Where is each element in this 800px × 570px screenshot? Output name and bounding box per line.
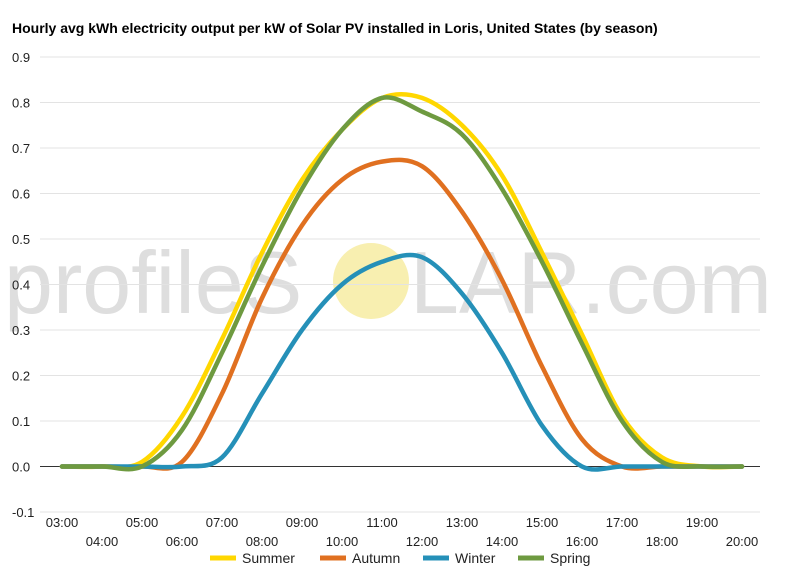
y-tick-label: 0.9 [12, 50, 30, 65]
series-line-spring [59, 95, 745, 472]
chart-title: Hourly avg kWh electricity output per kW… [12, 20, 658, 36]
x-tick-label: 03:00 [46, 515, 79, 530]
x-tick-label: 11:00 [366, 515, 398, 530]
y-tick-label: 0.1 [12, 414, 30, 429]
x-axis-tick-labels: 03:00 04:00 05:00 06:00 07:00 08:00 09:00 10:00… [46, 515, 759, 549]
y-tick-label: 0.0 [12, 460, 30, 475]
x-tick-label: 15:00 [526, 515, 559, 530]
gridlines [40, 56, 760, 513]
legend-label-spring: Spring [550, 550, 590, 566]
watermark-text-right: LAR.com [410, 233, 772, 332]
legend-label-summer: Summer [242, 550, 295, 566]
x-tick-label: 16:00 [566, 534, 599, 549]
y-tick-label: 0.3 [12, 323, 30, 338]
watermark-text-left: profileS [4, 233, 302, 332]
legend: Summer Autumn Winter Spring [210, 550, 590, 566]
y-tick-label: 0.5 [12, 232, 30, 247]
y-tick-label: -0.1 [12, 505, 34, 520]
y-tick-label: 0.7 [12, 141, 30, 156]
y-tick-label: 0.4 [12, 278, 30, 293]
legend-label-autumn: Autumn [352, 550, 400, 566]
series-line-summer [59, 91, 745, 470]
x-tick-label: 07:00 [206, 515, 239, 530]
x-tick-label: 20:00 [726, 534, 759, 549]
x-tick-label: 05:00 [126, 515, 159, 530]
legend-label-winter: Winter [455, 550, 496, 566]
series-line-winter [59, 252, 745, 472]
x-tick-label: 09:00 [286, 515, 319, 530]
y-tick-label: 0.2 [12, 369, 30, 384]
watermark: profileS LAR.com [4, 233, 772, 332]
x-tick-label: 17:00 [606, 515, 639, 530]
x-tick-label: 13:00 [446, 515, 479, 530]
y-tick-label: 0.8 [12, 96, 30, 111]
x-tick-label: 14:00 [486, 534, 519, 549]
x-tick-label: 12:00 [406, 534, 439, 549]
x-tick-label: 19:00 [686, 515, 719, 530]
x-tick-label: 10:00 [326, 534, 359, 549]
y-tick-label: 0.6 [12, 187, 30, 202]
x-tick-label: 08:00 [246, 534, 279, 549]
x-tick-label: 04:00 [86, 534, 119, 549]
series-lines [59, 91, 745, 472]
y-axis-tick-labels: -0.1 0.0 0.1 0.2 0.3 0.4 0.5 0.6 0.7 0.8 0.9 [12, 50, 34, 520]
x-tick-label: 06:00 [166, 534, 199, 549]
watermark-sun-icon [333, 243, 409, 319]
x-tick-label: 18:00 [646, 534, 679, 549]
